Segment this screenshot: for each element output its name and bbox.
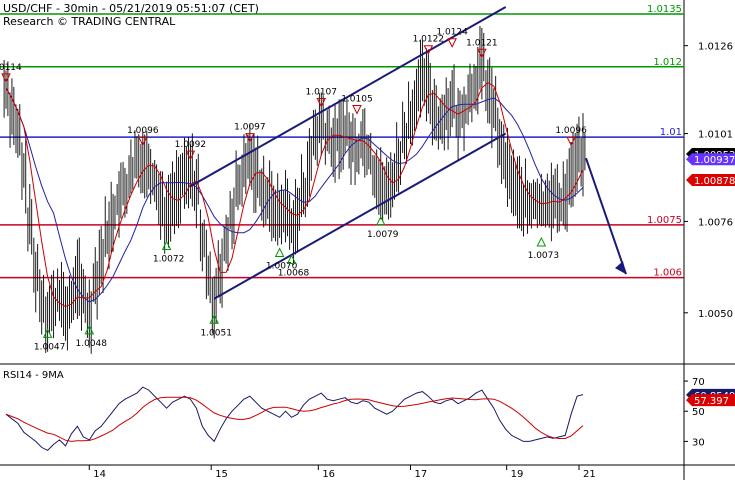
chart-subtitle: Research © TRADING CENTRAL (3, 15, 176, 28)
time-tick-label: 15 (215, 469, 228, 480)
tag-rsi_ma (686, 394, 735, 407)
swing-low-label: 1.0079 (367, 230, 399, 240)
swing-high-marker (352, 104, 362, 115)
swing-high-marker (423, 45, 434, 55)
rsi-panel: RSI14 - 9MA70503060.854957.397 (3, 370, 735, 452)
swing-high-label: 1.0092 (175, 140, 207, 150)
time-tick-label: 14 (93, 469, 106, 480)
swing-high-marker (447, 38, 457, 48)
time-tick-label: 19 (511, 469, 524, 480)
swing-low-marker (274, 247, 285, 258)
swing-high-label: 1.0124 (436, 28, 468, 38)
rsi-line (5, 386, 584, 452)
swing-low-label: 1.0070 (266, 262, 298, 272)
swing-low-label: 1.0072 (153, 254, 185, 264)
tag-label-ma_fast: 1.00878 (694, 176, 735, 187)
swing-low-marker (286, 254, 297, 265)
swing-high-label: 1.0114 (0, 63, 22, 73)
swing-high-marker (316, 97, 327, 108)
swing-low-marker (161, 240, 172, 250)
swing-high-label: 1.0096 (555, 126, 587, 136)
price-bars (3, 26, 586, 354)
projection-arrow-head (615, 261, 626, 275)
swing-low-marker (375, 215, 386, 226)
tag-ma_slow (686, 153, 735, 166)
swing-high-label: 1.0096 (127, 126, 159, 136)
projection-arrow-line (585, 157, 627, 275)
level-label-1.01: 1.01 (660, 127, 682, 138)
swing-low-label: 1.0073 (528, 251, 560, 261)
ma-fast-line (5, 81, 584, 308)
channel-upper-line (189, 6, 507, 188)
swing-high-marker (566, 136, 576, 147)
time-tick-label: 16 (322, 469, 335, 480)
price-tick-label: 1.0126 (698, 42, 733, 53)
level-label-1.0135: 1.0135 (647, 4, 682, 15)
time-axis: 14 15 16 17 19 21 (88, 465, 596, 480)
channel-lower-line (213, 132, 507, 300)
swing-high-marker (185, 150, 196, 161)
swing-low-marker (209, 314, 220, 324)
price-tick-label: 1.0050 (698, 309, 733, 320)
time-tick-label: 17 (414, 469, 427, 480)
rsi-tick-label: 50 (692, 407, 705, 418)
ma-slow-line (5, 87, 584, 303)
price-axis: 1.0126 1.0101 1.0076 1.0050 (684, 42, 733, 320)
chart-title: USD/CHF - 30min - 05/21/2019 05:51:07 (C… (3, 2, 259, 15)
rsi-ma-line (5, 396, 584, 442)
moving-averages (5, 81, 584, 308)
swing-high-marker (1, 73, 11, 83)
tag-ma_fast (686, 173, 735, 186)
rsi-title: RSI14 - 9MA (3, 370, 64, 381)
swing-low-label: 1.0047 (34, 342, 66, 352)
swing-high-label: 1.0121 (466, 38, 498, 48)
swing-low-marker (42, 328, 53, 338)
time-tick-label: 21 (583, 469, 596, 480)
swing-high-marker (477, 48, 487, 59)
swing-low-label: 1.0051 (200, 328, 232, 338)
swing-high-label: 1.0122 (413, 35, 445, 45)
rsi-tick-label: 70 (692, 377, 705, 388)
level-label-1.0075: 1.0075 (647, 215, 682, 226)
swing-high-label: 1.0097 (234, 123, 266, 133)
swing-low-marker (84, 324, 95, 335)
swing-high-label: 1.0105 (341, 94, 373, 104)
swing-high-marker (138, 136, 148, 147)
swing-low-label: 1.0048 (76, 339, 108, 349)
tag-label-rsi_ma: 57.397 (694, 396, 729, 407)
rsi-tick-label: 30 (692, 437, 705, 448)
price-tick-label: 1.0076 (698, 217, 733, 228)
swing-high-marker (245, 133, 255, 143)
level-label-1.012: 1.012 (653, 57, 682, 68)
swing-markers: 1.0114 1.0047 1.0048 1.0096 1.0072 1.0092 1.00… (0, 28, 587, 353)
swing-high-label: 1.0107 (306, 87, 338, 97)
tag-label-ma_slow: 1.00937 (694, 155, 735, 166)
swing-low-label: 1.0068 (278, 269, 310, 279)
channel-lines (189, 6, 627, 300)
swing-low-marker (536, 236, 547, 247)
level-label-1.006: 1.006 (653, 268, 682, 279)
price-tick-label: 1.0101 (698, 130, 733, 141)
